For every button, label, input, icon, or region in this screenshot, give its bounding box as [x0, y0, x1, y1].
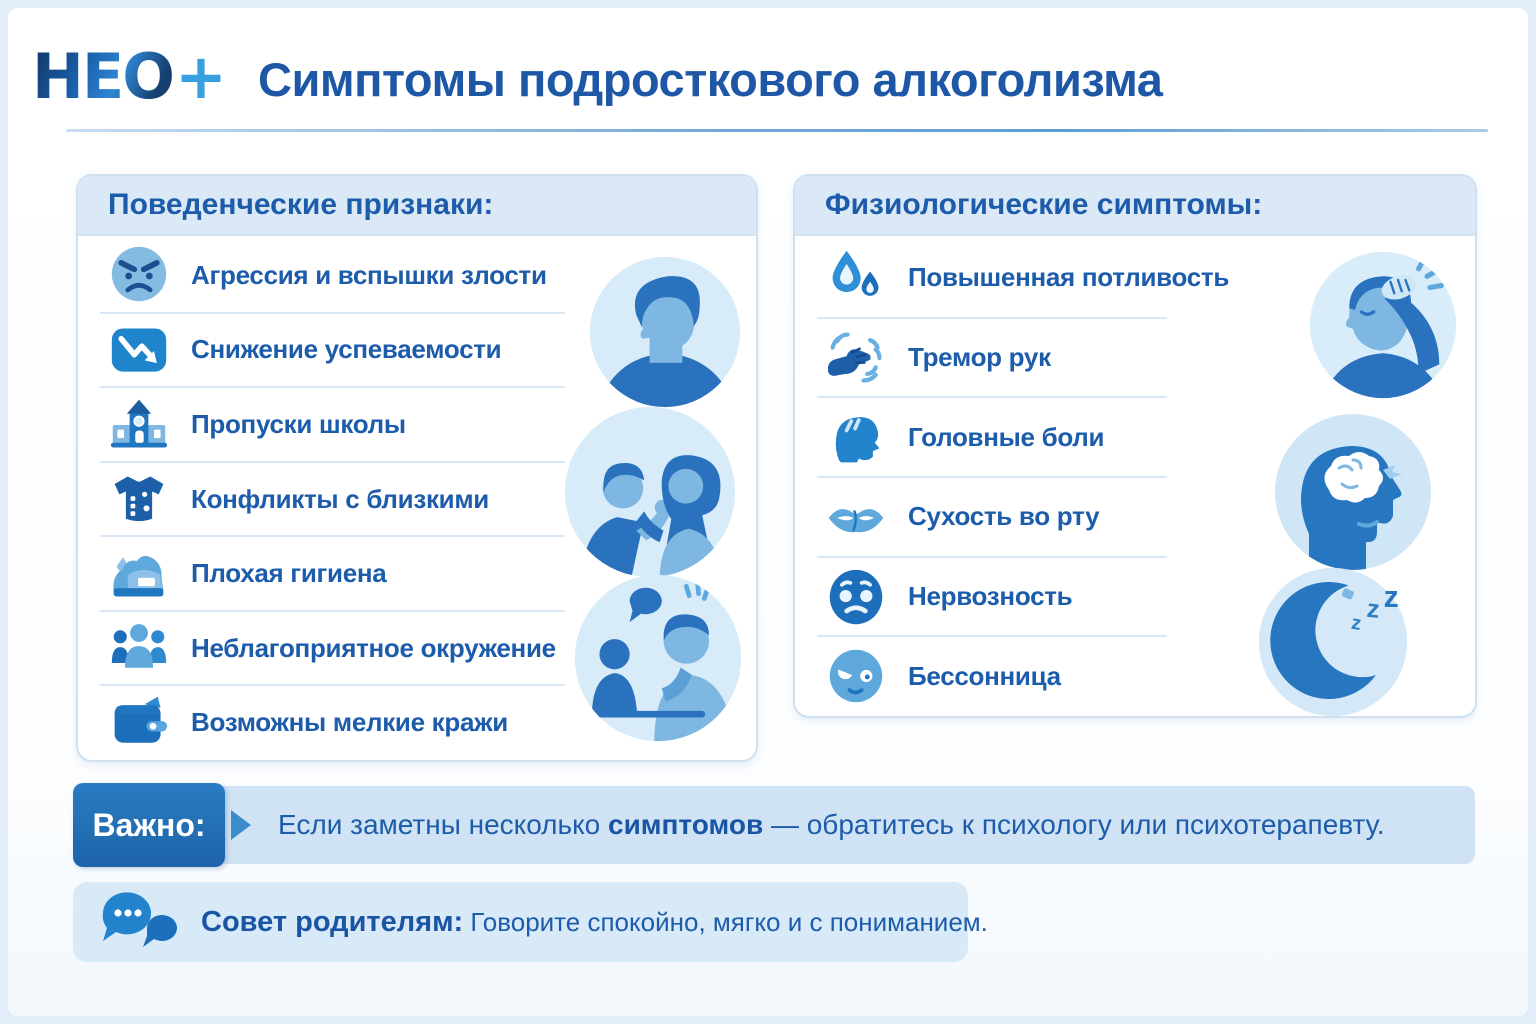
header-divider: [66, 129, 1488, 132]
list-item: Тремор рук: [795, 316, 1475, 398]
school-icon: [108, 393, 170, 455]
parents-argument-illustration: [564, 406, 736, 578]
item-label: Бессонница: [908, 660, 1061, 691]
list-item: Неблагоприятное окружение: [78, 609, 756, 686]
brain-in-head-illustration: [1275, 414, 1431, 570]
advice-text: Совет родителям: Говорите спокойно, мягк…: [201, 906, 988, 939]
head-profile-icon: [825, 406, 887, 468]
nervous-face-icon: [825, 566, 887, 628]
item-label: Агрессия и вспышки злости: [191, 259, 547, 290]
physiological-list: Повышенная потливость Тремор рук Головны…: [795, 238, 1475, 716]
item-label: Возможны мелкие кражи: [191, 707, 508, 738]
important-label: Важно:: [73, 783, 225, 867]
list-item: Нервозность: [795, 555, 1475, 637]
list-item: Конфликты с близкими: [78, 460, 756, 537]
logo-text: НЕО: [32, 40, 175, 113]
important-text-before: Если заметны несколько: [278, 809, 609, 840]
behavioral-panel: Поведенческие признаки: Агрессия и вспыш…: [76, 174, 758, 762]
item-label: Повышенная потливость: [908, 262, 1230, 293]
item-label: Неблагоприятное окружение: [191, 632, 556, 663]
chat-bubbles-icon: [99, 887, 183, 958]
content-canvas: НЕО+ Симптомы подросткового алкоголизма …: [8, 8, 1528, 1016]
logo-plus-icon: +: [174, 40, 227, 113]
item-label: Снижение успеваемости: [191, 334, 502, 365]
item-label: Тремор рук: [908, 342, 1051, 372]
item-label: Сухость во рту: [908, 501, 1100, 532]
list-item: Пропуски школы: [78, 386, 756, 462]
list-item: Сухость во рту: [795, 476, 1475, 557]
item-label: Нервозность: [908, 581, 1073, 612]
item-label: Головные боли: [908, 421, 1105, 452]
physiological-panel-header: Физиологические симптомы:: [795, 176, 1475, 236]
advice-body: Говорите спокойно, мягко и с пониманием.: [463, 906, 988, 937]
lips-icon: [825, 486, 887, 548]
angry-face-icon: [108, 244, 170, 306]
behavioral-list: Агрессия и вспышки злости Снижение успев…: [78, 238, 756, 760]
item-label: Конфликты с близкими: [191, 483, 489, 514]
svg-text:z: z: [1350, 612, 1364, 635]
important-text-bold: симптомов: [608, 809, 764, 840]
wallet-icon: [108, 692, 170, 754]
item-label: Пропуски школы: [191, 408, 406, 439]
page-title: Симптомы подросткового алкоголизма: [258, 53, 1163, 106]
list-item: Головные боли: [795, 396, 1475, 477]
important-text-after: — обратитесь к психологу или психотерапе…: [763, 809, 1385, 840]
tshirt-icon: [108, 468, 170, 530]
people-group-icon: [108, 617, 170, 679]
svg-text:z: z: [1384, 581, 1399, 614]
item-label: Плохая гигиена: [191, 558, 387, 589]
list-item: Бессонница: [795, 635, 1475, 716]
moon-zzz-illustration: z z z: [1258, 567, 1408, 716]
physiological-panel: Физиологические симптомы: Повышенная пот…: [793, 174, 1477, 718]
list-item: Агрессия и вспышки злости: [78, 238, 756, 313]
trembling-hand-icon: [825, 327, 887, 389]
important-text: Если заметны несколько симптомов — обрат…: [278, 809, 1385, 841]
headache-person-illustration: [1309, 251, 1457, 399]
sleepy-face-icon: [825, 645, 887, 707]
teen-profile-illustration: [589, 256, 741, 408]
behavioral-panel-header: Поведенческие признаки:: [78, 176, 756, 236]
neo-plus-logo: НЕО+: [32, 46, 227, 108]
advice-label: Совет родителям:: [201, 905, 464, 938]
important-banner: Важно: Если заметны несколько симптомов …: [73, 783, 1475, 867]
list-item: Плохая гигиена: [78, 535, 756, 611]
list-item: Снижение успеваемости: [78, 311, 756, 388]
svg-text:z: z: [1366, 595, 1382, 624]
list-item: Повышенная потливость: [795, 238, 1475, 318]
laundry-pile-icon: [108, 543, 170, 605]
declining-chart-icon: [108, 319, 170, 381]
advice-banner: Совет родителям: Говорите спокойно, мягк…: [73, 882, 988, 962]
water-drops-icon: [825, 247, 887, 309]
list-item: Возможны мелкие кражи: [78, 684, 756, 760]
parent-child-talk-illustration: [574, 574, 742, 742]
